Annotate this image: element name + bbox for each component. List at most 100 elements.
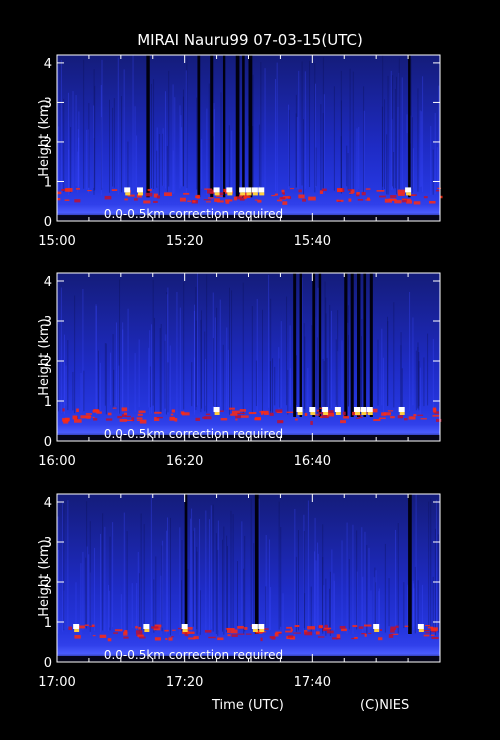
dark-column (242, 55, 245, 198)
strong-return-edge (214, 412, 220, 415)
cloud-return (307, 626, 316, 630)
strong-return-edge (246, 192, 252, 196)
cloud-return (319, 190, 324, 194)
dark-column (408, 55, 411, 198)
cloud-return (104, 195, 112, 200)
cloud-return (153, 193, 158, 198)
cloud-return (187, 200, 192, 202)
strong-return-edge (361, 412, 367, 415)
cloud-return (277, 420, 284, 424)
strong-return-edge (252, 629, 258, 632)
cloud-return (434, 411, 440, 414)
cloud-return (336, 188, 343, 192)
cloud-return (324, 627, 332, 630)
cloud-return (384, 412, 391, 416)
cloud-return (62, 418, 70, 422)
correction-annotation: 0.0-0.5km correction required (104, 648, 283, 662)
cloud-return (402, 198, 407, 203)
cloud-return (391, 633, 399, 635)
cloud-return (294, 625, 300, 628)
cloud-return (192, 200, 196, 203)
y-tick-label: 2 (44, 136, 52, 151)
cloud-return (325, 410, 334, 415)
cloud-return (286, 411, 294, 413)
cloud-return (112, 407, 117, 409)
cloud-return (117, 415, 123, 419)
cloud-return (227, 634, 231, 637)
cloud-return (350, 189, 355, 194)
y-axis-label: Height (km) (37, 318, 52, 395)
strong-return (143, 624, 150, 629)
strong-return-edge (259, 192, 265, 196)
cloud-return (105, 418, 113, 421)
strong-return-edge (335, 412, 341, 415)
y-tick-label: 2 (44, 576, 52, 591)
x-tick-label: 15:00 (38, 234, 75, 249)
cloud-return (64, 199, 70, 201)
strong-return-edge (418, 629, 424, 632)
cloud-return (430, 627, 438, 631)
strong-return-edge (399, 412, 405, 415)
cloud-return (401, 198, 407, 200)
cloud-return (352, 625, 358, 628)
cloud-return (241, 415, 249, 418)
strong-return (405, 187, 412, 193)
y-tick-label: 3 (44, 536, 52, 551)
strong-return (124, 187, 131, 193)
x-tick-label: 17:20 (166, 675, 203, 690)
cloud-return (87, 189, 92, 192)
cloud-return (218, 410, 224, 412)
cloud-return (364, 633, 367, 637)
strong-return (213, 407, 220, 412)
y-axis-label: Height (km) (37, 99, 52, 176)
cloud-return (324, 624, 328, 628)
cloud-return (432, 414, 440, 417)
y-tick-label: 0 (44, 215, 52, 230)
cloud-return (204, 188, 212, 190)
chart-title: MIRAI Nauru99 07-03-15(UTC) (137, 31, 363, 49)
cloud-return (280, 197, 286, 200)
cloud-return (322, 628, 330, 632)
cloud-return (339, 625, 346, 629)
cloud-return (156, 416, 163, 419)
strong-return-edge (323, 412, 329, 415)
strong-return (366, 407, 373, 412)
cloud-return (185, 634, 189, 637)
cloud-return (263, 412, 269, 415)
cloud-return (203, 199, 212, 201)
cloud-return (318, 412, 326, 415)
cloud-return (205, 413, 211, 416)
cloud-return (127, 194, 135, 197)
cloud-return (248, 412, 257, 415)
cloud-return (202, 416, 207, 419)
cloud-return (261, 412, 264, 415)
lidar-panel-3: 0 1 2 3 4 17:00 17:20 17:40 Height (km) 0.0-0.5km… (37, 493, 441, 690)
cloud-return (123, 412, 128, 415)
strong-return (239, 187, 246, 193)
dark-column (344, 273, 348, 417)
cloud-return (390, 416, 395, 419)
strong-return (258, 624, 265, 629)
cloud-return (135, 626, 138, 629)
cloud-return (214, 198, 220, 202)
cloud-return (63, 420, 69, 424)
dark-column (299, 273, 302, 417)
cloud-return (75, 188, 80, 190)
cloud-return (170, 413, 174, 416)
cloud-return (92, 635, 96, 637)
cloud-return (397, 189, 406, 194)
cloud-return (99, 634, 107, 638)
dark-column (248, 55, 253, 198)
cloud-return (188, 637, 196, 640)
dark-column (210, 55, 214, 198)
cloud-return (254, 417, 262, 421)
cloud-return (171, 409, 176, 413)
cloud-return (203, 416, 212, 420)
dark-column (222, 55, 226, 198)
cloud-return (136, 194, 142, 198)
cloud-return (121, 414, 127, 417)
cloud-return (107, 638, 112, 642)
cloud-return (431, 636, 439, 640)
cloud-return (315, 631, 320, 635)
cloud-return (423, 634, 430, 637)
